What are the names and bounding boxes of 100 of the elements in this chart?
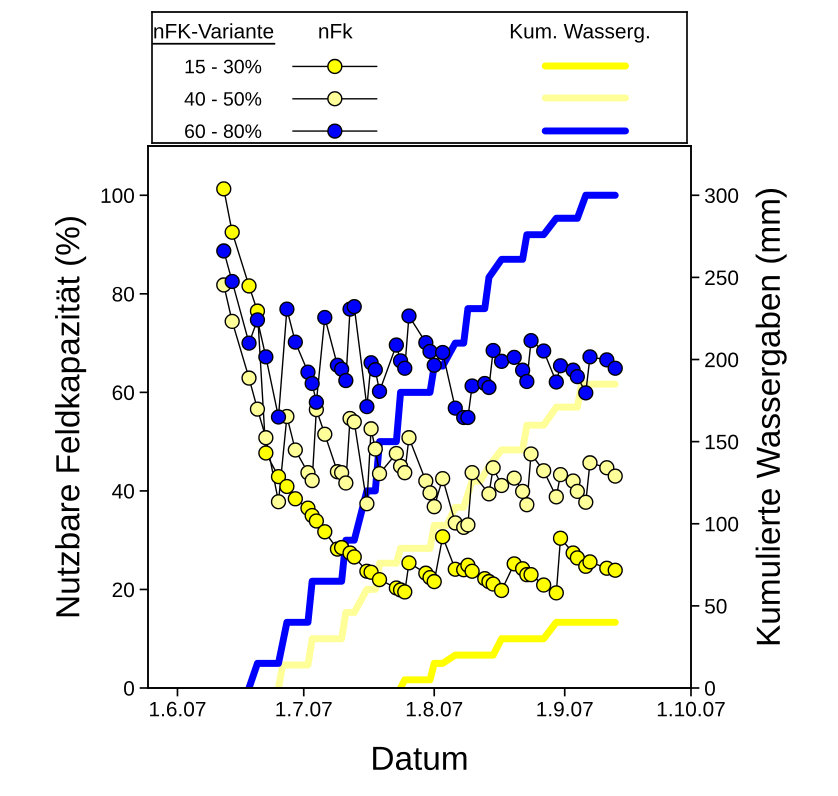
- point: [288, 334, 303, 350]
- point: [481, 486, 497, 502]
- point: [241, 335, 257, 351]
- point: [372, 384, 388, 400]
- point: [224, 224, 240, 240]
- point: [401, 555, 417, 570]
- point: [317, 524, 332, 540]
- point: [514, 484, 530, 500]
- text: nFk: [319, 23, 353, 38]
- point: [422, 485, 438, 501]
- point: [548, 374, 564, 390]
- point: [288, 442, 303, 458]
- y2-tick-label: 100: [706, 516, 738, 532]
- point: [448, 400, 463, 416]
- y-tick-label: 20: [112, 582, 134, 598]
- point: [582, 554, 598, 570]
- point: [258, 445, 274, 461]
- point: [494, 582, 510, 598]
- y-tick-label: 40: [112, 484, 134, 499]
- point: [570, 368, 585, 384]
- point: [304, 472, 320, 488]
- point: [304, 376, 320, 392]
- point: [435, 529, 450, 544]
- point: [346, 414, 362, 430]
- y-tick-label: 100: [102, 188, 134, 204]
- y2-axis-title: Kumulierte Wassergaben (mm): [756, 189, 787, 644]
- point: [372, 572, 388, 588]
- point: [368, 441, 383, 457]
- point: [300, 364, 316, 380]
- point: [216, 181, 232, 197]
- point: [570, 484, 585, 500]
- point: [608, 360, 623, 376]
- point: [536, 343, 552, 359]
- point: [435, 470, 450, 486]
- point: [514, 362, 530, 378]
- point: [224, 274, 240, 290]
- point: [270, 468, 286, 484]
- y-tick-label: 80: [112, 286, 134, 302]
- point: [258, 430, 274, 446]
- point: [552, 467, 568, 482]
- x-tick-label: 1.9.07: [537, 702, 593, 716]
- point: [279, 478, 295, 494]
- point: [241, 278, 257, 294]
- point: [464, 465, 480, 480]
- point: [241, 370, 257, 386]
- point: [435, 344, 450, 360]
- point: [388, 337, 404, 353]
- point: [372, 466, 388, 482]
- point: [519, 497, 534, 512]
- point: [346, 549, 362, 565]
- point: [552, 358, 568, 374]
- point: [338, 372, 354, 388]
- y2-tick-label: 150: [706, 434, 738, 450]
- point: [608, 562, 623, 578]
- point: [250, 312, 266, 328]
- point: [359, 496, 375, 512]
- point: [460, 410, 476, 426]
- legend-title: nFK-Variante: [154, 23, 274, 39]
- y2-tick-label: 0: [705, 681, 715, 696]
- x-tick-label: 1.10.07: [658, 702, 725, 716]
- point: [548, 585, 564, 601]
- point: [258, 349, 274, 365]
- point: [359, 399, 375, 414]
- point: [308, 394, 324, 410]
- point: [536, 577, 552, 593]
- point: [523, 332, 539, 348]
- point: [519, 374, 534, 390]
- point: [288, 491, 303, 506]
- y2-tick-label: 250: [705, 270, 738, 286]
- point: [582, 349, 598, 365]
- point: [401, 308, 417, 324]
- point: [494, 354, 510, 369]
- point: [506, 350, 522, 366]
- point: [270, 409, 286, 425]
- legend-label: 15 - 30%: [186, 60, 262, 74]
- point: [270, 494, 286, 510]
- y2-tick-label: 200: [705, 352, 738, 368]
- point: [317, 310, 332, 326]
- point: [552, 530, 568, 546]
- point: [308, 513, 324, 529]
- point: [216, 243, 232, 259]
- point: [578, 385, 594, 400]
- point: [536, 463, 552, 478]
- y2-tick-label: 50: [705, 598, 727, 614]
- point: [338, 475, 354, 491]
- point: [506, 470, 522, 486]
- text: Kum. Wasserg.: [510, 24, 649, 43]
- point: [224, 314, 240, 330]
- point: [494, 478, 510, 494]
- point: [464, 378, 480, 394]
- point: [397, 360, 412, 376]
- x-tick-label: 1.8.07: [406, 702, 462, 716]
- point: [426, 358, 442, 373]
- point: [608, 468, 623, 484]
- point: [422, 344, 438, 360]
- point: [523, 446, 539, 462]
- point: [363, 421, 379, 436]
- y2-tick-label: 300: [704, 188, 738, 204]
- x-axis-title: Datum: [373, 746, 466, 770]
- point: [426, 499, 442, 514]
